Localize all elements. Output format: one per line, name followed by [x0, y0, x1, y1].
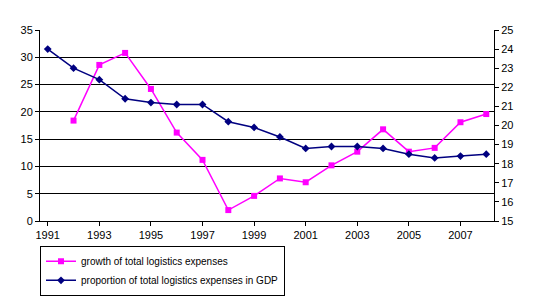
svg-text:24: 24 [501, 43, 513, 55]
svg-text:22: 22 [501, 81, 513, 93]
svg-text:10: 10 [21, 160, 33, 172]
svg-text:proportion of total logistics: proportion of total logistics expenses i… [81, 275, 278, 286]
svg-text:19: 19 [501, 138, 513, 150]
svg-text:0: 0 [27, 215, 33, 227]
svg-text:2005: 2005 [397, 229, 421, 241]
svg-text:17: 17 [501, 177, 513, 189]
svg-text:5: 5 [27, 188, 33, 200]
svg-text:1999: 1999 [242, 229, 266, 241]
svg-text:20: 20 [21, 106, 33, 118]
svg-text:15: 15 [501, 215, 513, 227]
svg-text:growth of total logistics expe: growth of total logistics expenses [81, 256, 228, 267]
svg-text:15: 15 [21, 133, 33, 145]
svg-text:20: 20 [501, 119, 513, 131]
svg-text:18: 18 [501, 158, 513, 170]
svg-text:1991: 1991 [35, 229, 59, 241]
svg-text:16: 16 [501, 196, 513, 208]
svg-text:25: 25 [21, 78, 33, 90]
svg-text:2007: 2007 [448, 229, 472, 241]
svg-text:35: 35 [21, 24, 33, 36]
svg-text:30: 30 [21, 51, 33, 63]
svg-text:2003: 2003 [345, 229, 369, 241]
svg-text:2001: 2001 [293, 229, 317, 241]
svg-text:21: 21 [501, 100, 513, 112]
svg-text:23: 23 [501, 62, 513, 74]
svg-text:1995: 1995 [139, 229, 163, 241]
svg-text:25: 25 [501, 24, 513, 36]
svg-text:1997: 1997 [190, 229, 214, 241]
svg-text:1993: 1993 [87, 229, 111, 241]
